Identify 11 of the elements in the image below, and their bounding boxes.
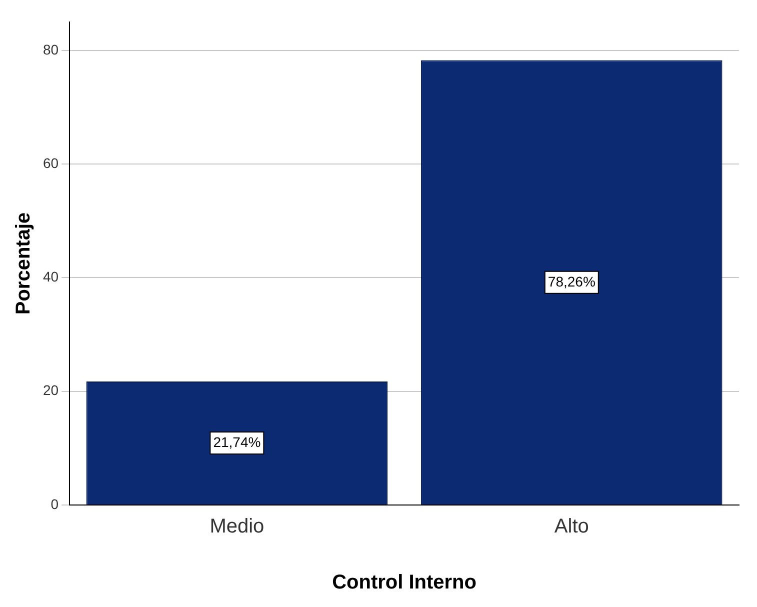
x-tick-label: Medio <box>210 516 264 538</box>
x-axis-title: Control Interno <box>332 572 477 594</box>
y-tick-label: 60 <box>42 154 59 171</box>
y-tick-label: 0 <box>50 496 59 512</box>
y-tick-label: 40 <box>42 268 59 285</box>
y-axis-title: Porcentaje <box>12 212 35 315</box>
x-tick-label: Alto <box>554 516 589 538</box>
data-label: 21,74% <box>213 434 261 450</box>
data-label: 78,26% <box>548 273 596 290</box>
y-tick-label: 20 <box>42 382 59 398</box>
y-tick-label: 80 <box>42 41 59 58</box>
